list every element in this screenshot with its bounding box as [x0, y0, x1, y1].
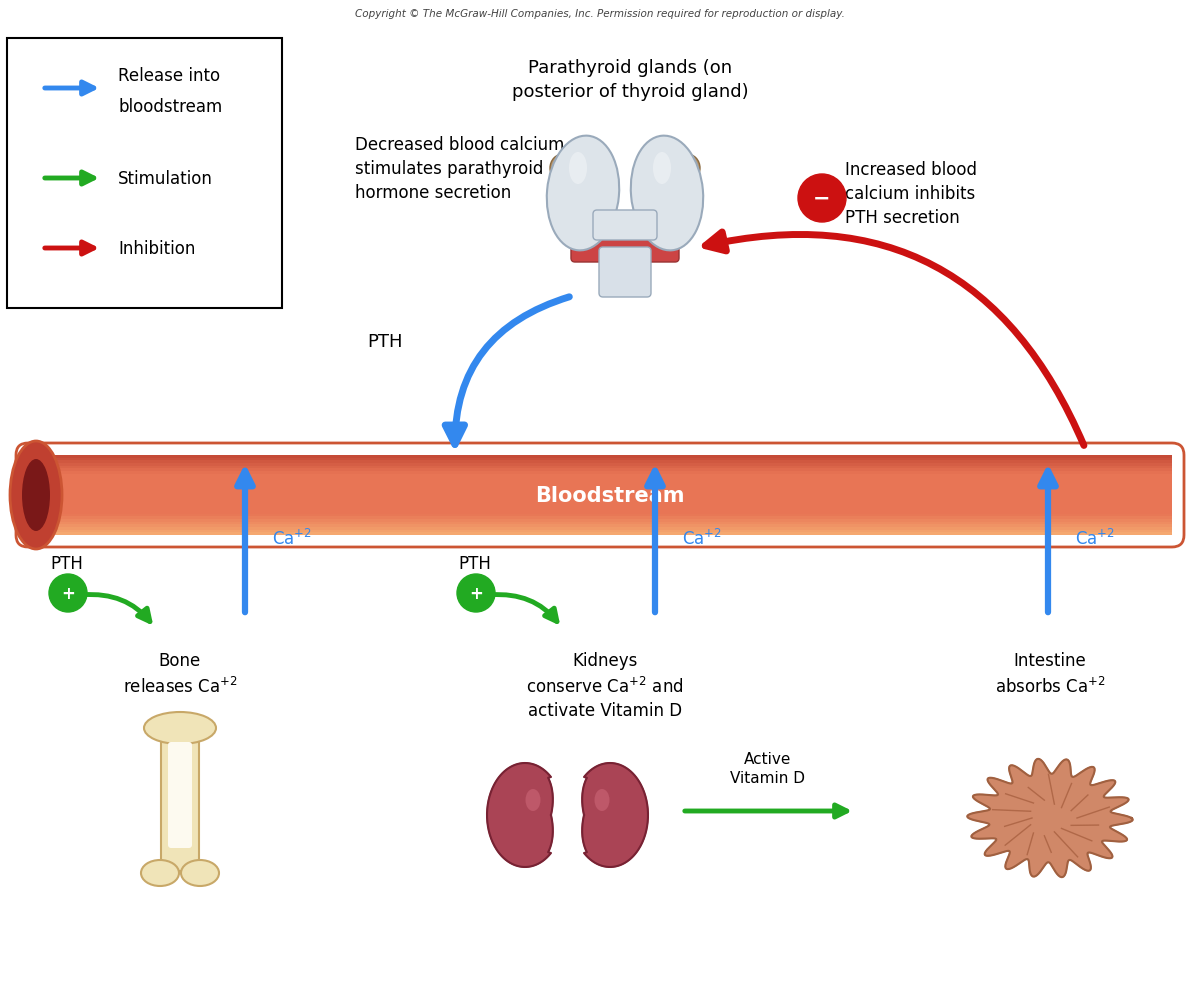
Bar: [28, 517, 1172, 520]
Bar: [28, 455, 1172, 458]
Bar: [28, 528, 1172, 531]
Bar: [28, 525, 1172, 528]
Text: Parathyroid glands (on
posterior of thyroid gland): Parathyroid glands (on posterior of thyr…: [511, 59, 749, 100]
Circle shape: [49, 575, 88, 613]
Circle shape: [798, 175, 846, 223]
Bar: [28, 476, 1172, 479]
Bar: [28, 530, 1172, 533]
Text: Kidneys
conserve Ca$^{+2}$ and
activate Vitamin D: Kidneys conserve Ca$^{+2}$ and activate …: [527, 651, 684, 719]
Circle shape: [457, 575, 496, 613]
Ellipse shape: [594, 789, 610, 811]
Bar: [28, 520, 1172, 523]
Text: Stimulation: Stimulation: [118, 170, 212, 188]
Text: Bloodstream: Bloodstream: [535, 485, 685, 506]
Text: +: +: [61, 585, 74, 603]
Bar: [28, 468, 1172, 471]
Bar: [28, 484, 1172, 487]
Text: Bone
releases Ca$^{+2}$: Bone releases Ca$^{+2}$: [122, 651, 238, 696]
Bar: [28, 509, 1172, 512]
Ellipse shape: [181, 861, 220, 886]
Text: Increased blood
calcium inhibits
PTH secretion: Increased blood calcium inhibits PTH sec…: [845, 161, 977, 227]
Ellipse shape: [674, 154, 700, 183]
Bar: [28, 471, 1172, 474]
Bar: [28, 506, 1172, 509]
Ellipse shape: [142, 861, 179, 886]
Ellipse shape: [550, 190, 576, 218]
Text: Ca$^{+2}$: Ca$^{+2}$: [682, 529, 722, 549]
Bar: [28, 514, 1172, 517]
Ellipse shape: [144, 712, 216, 744]
Bar: [28, 482, 1172, 484]
Bar: [28, 492, 1172, 495]
FancyBboxPatch shape: [593, 211, 658, 241]
Ellipse shape: [569, 152, 587, 185]
FancyBboxPatch shape: [168, 742, 192, 849]
Bar: [28, 463, 1172, 466]
Text: PTH: PTH: [458, 555, 491, 573]
FancyBboxPatch shape: [7, 39, 282, 309]
Bar: [28, 460, 1172, 463]
Bar: [28, 474, 1172, 476]
Text: +: +: [469, 585, 482, 603]
Ellipse shape: [22, 459, 50, 532]
Text: Ca$^{+2}$: Ca$^{+2}$: [1075, 529, 1115, 549]
Bar: [28, 500, 1172, 504]
Ellipse shape: [550, 154, 576, 183]
Ellipse shape: [547, 136, 619, 251]
Ellipse shape: [674, 190, 700, 218]
Text: Copyright © The McGraw-Hill Companies, Inc. Permission required for reproduction: Copyright © The McGraw-Hill Companies, I…: [355, 9, 845, 19]
Bar: [28, 504, 1172, 507]
Ellipse shape: [526, 789, 540, 811]
Bar: [28, 490, 1172, 492]
Text: −: −: [814, 189, 830, 209]
Text: bloodstream: bloodstream: [118, 98, 222, 116]
Text: PTH: PTH: [367, 333, 403, 351]
Polygon shape: [487, 763, 553, 868]
Polygon shape: [967, 759, 1133, 878]
FancyBboxPatch shape: [599, 248, 650, 298]
Bar: [28, 479, 1172, 482]
Ellipse shape: [631, 136, 703, 251]
Bar: [28, 533, 1172, 536]
Bar: [28, 487, 1172, 490]
Bar: [28, 497, 1172, 500]
Bar: [28, 522, 1172, 525]
FancyBboxPatch shape: [571, 225, 679, 263]
Text: Decreased blood calcium
stimulates parathyroid
hormone secretion: Decreased blood calcium stimulates parat…: [355, 136, 564, 202]
Bar: [28, 458, 1172, 460]
Text: Intestine
absorbs Ca$^{+2}$: Intestine absorbs Ca$^{+2}$: [995, 651, 1105, 696]
Bar: [28, 466, 1172, 468]
Text: Active
Vitamin D: Active Vitamin D: [731, 751, 805, 785]
Text: Inhibition: Inhibition: [118, 240, 196, 258]
Bar: [28, 512, 1172, 515]
Ellipse shape: [653, 152, 671, 185]
FancyBboxPatch shape: [161, 728, 199, 872]
Text: PTH: PTH: [50, 555, 83, 573]
Text: Ca$^{+2}$: Ca$^{+2}$: [272, 529, 312, 549]
Ellipse shape: [10, 441, 62, 550]
Polygon shape: [582, 763, 648, 868]
Bar: [28, 495, 1172, 498]
Text: Release into: Release into: [118, 67, 220, 85]
